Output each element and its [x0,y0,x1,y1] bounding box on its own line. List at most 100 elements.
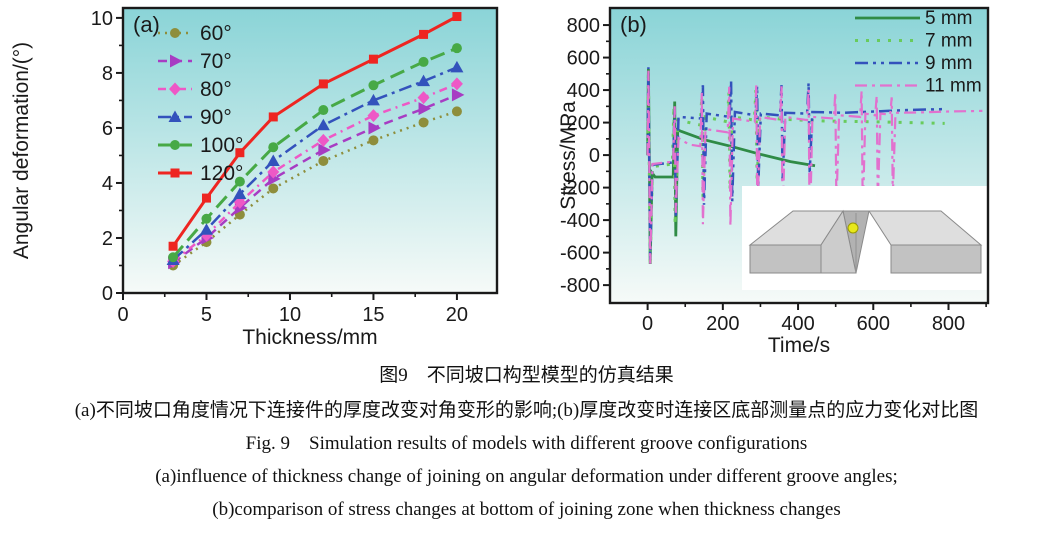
caption-zh-title: 图9 不同坡口构型模型的仿真结果 [379,365,674,386]
marker-triangle-up-icon [168,110,182,122]
marker-triangle-right-icon [451,88,465,102]
marker-diamond-icon [450,77,463,91]
y-axis-label: Stress/MPa [557,101,580,210]
marker-triangle-up-icon [366,93,380,106]
marker-triangle-up-icon [450,60,464,73]
legend-label-9-mm: 9 mm [925,53,973,74]
groove-model-inset [742,186,990,290]
x-tick-label: 20 [446,304,468,326]
x-axis-label: Thickness/mm [242,326,377,349]
marker-circle-icon [170,140,180,150]
x-tick-label: 400 [781,313,814,335]
marker-circle-icon [451,106,462,117]
groove-left-wall [820,209,857,274]
marker-diamond-icon [267,165,280,179]
marker-circle-icon [268,183,279,194]
plot-background [123,8,497,293]
legend-label-7-mm: 7 mm [925,31,973,52]
marker-circle-icon [318,155,329,166]
plot-border [121,6,499,295]
chart-b: 0 200 400 600 800 -800 -600 -400 -200 0 200 400 600 8… [557,6,990,357]
marker-triangle-right-icon [318,143,331,157]
legend-label-100: 100° [200,134,243,157]
legend-label-11-mm: 11 mm [925,76,982,97]
caption-en-title: Fig. 9 Simulation results of models with… [245,433,808,454]
marker-circle-icon [170,28,180,38]
marker-square-icon [168,241,178,251]
x-tick-label: 800 [932,313,965,335]
marker-square-icon [368,54,378,64]
legend-label-60: 60° [200,22,232,45]
marker-diamond-icon [367,109,380,123]
series-line-90 [172,66,458,261]
marker-triangle-up-icon [417,74,431,87]
marker-circle-icon [418,117,429,128]
marker-triangle-up-icon [316,118,330,131]
figure-captions: 图9 不同坡口构型模型的仿真结果 (a)不同坡口角度情况下连接件的厚度改变对角变… [0,360,1053,533]
caption-zh-sub: (a)不同坡口角度情况下连接件的厚度改变对角变形的影响;(b)厚度改变时连接区底… [74,400,979,421]
marker-square-icon [452,12,462,22]
measurement-point-dot [847,222,859,234]
marker-circle-icon [201,213,212,224]
y-tick-label: 6 [102,118,113,140]
x-tick-label: 15 [362,304,384,326]
marker-circle-icon [368,135,379,146]
chart-a-panel: 0 5 10 15 20 0 2 4 6 8 10 Thickness/mm Angular defor… [0,0,540,360]
marker-circle-icon [451,43,462,54]
y-tick-label: -600 [560,243,600,265]
panel-label: (a) [133,12,160,37]
marker-diamond-icon [417,91,430,105]
x-tick-label: 10 [279,304,301,326]
legend-label-5-mm: 5 mm [925,8,973,29]
series-line-60 [172,110,458,267]
legend-label-70: 70° [200,50,232,73]
left-plate-front-face [749,244,822,274]
caption-en-a: (a)influence of thickness change of join… [155,466,898,487]
y-tick-label: -400 [560,210,600,232]
marker-circle-icon [368,80,379,91]
y-tick-label: 2 [102,228,113,250]
y-tick-label: 0 [102,283,113,305]
marker-triangle-up-icon [199,223,213,235]
legend-label-80: 80° [200,78,232,101]
y-tick-label: 600 [567,48,600,70]
marker-diamond-icon [317,133,330,147]
marker-square-icon [170,168,180,178]
x-tick-label: 0 [117,304,128,326]
legend-label-120: 120° [200,162,243,185]
marker-circle-icon [318,105,329,116]
y-tick-label: 8 [102,63,113,85]
marker-diamond-icon [169,82,181,96]
y-tick-label: 4 [102,173,113,195]
x-tick-label: 200 [706,313,739,335]
marker-triangle-up-icon [266,154,280,166]
marker-circle-icon [268,142,279,153]
x-tick-label: 0 [642,313,653,335]
y-axis-label: Angular deformation/(°) [10,42,33,259]
y-tick-label: 0 [589,145,600,167]
caption-en-b: (b)comparison of stress changes at botto… [212,499,841,520]
marker-square-icon [419,29,429,39]
right-plate-front-face [890,244,982,274]
marker-triangle-up-icon [233,187,247,199]
x-tick-label: 5 [201,304,212,326]
marker-triangle-right-icon [368,121,381,135]
series-line-120 [171,15,458,248]
marker-triangle-right-icon [170,54,183,68]
y-tick-label: -800 [560,275,600,297]
y-tick-label: 400 [567,80,600,102]
series-line-70 [172,93,458,264]
marker-circle-icon [418,56,429,67]
series-line-80 [172,82,458,263]
x-axis-label: Time/s [768,334,830,357]
marker-square-icon [235,148,245,158]
marker-square-icon [268,112,278,122]
y-tick-label: 10 [91,8,113,30]
legend-label-90: 90° [200,106,232,129]
legend: 60° 70° 80° 90° 100° 120° [158,22,243,185]
marker-circle-icon [234,176,245,187]
marker-triangle-right-icon [418,102,432,116]
